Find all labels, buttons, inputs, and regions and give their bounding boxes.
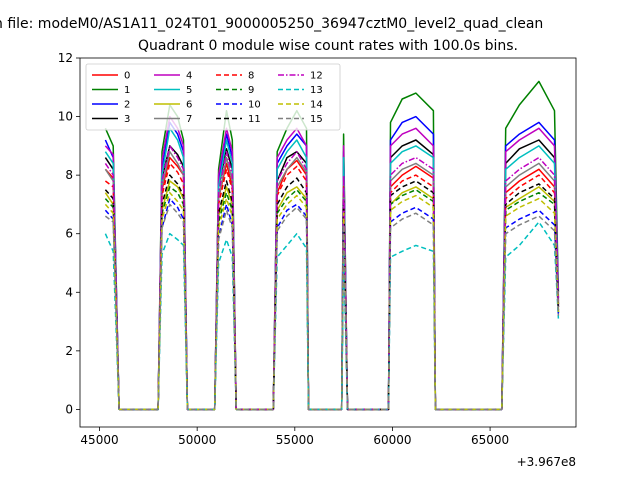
- y-tick-label: 8: [65, 168, 73, 182]
- legend-label-4: 4: [186, 71, 192, 82]
- legend-label-13: 13: [310, 85, 323, 96]
- y-tick-label: 4: [65, 285, 73, 299]
- legend-label-9: 9: [248, 85, 254, 96]
- y-tick-label: 0: [65, 402, 73, 416]
- series-line-8: [104, 162, 560, 411]
- legend-label-7: 7: [186, 114, 192, 125]
- axes-frame: [79, 57, 577, 428]
- legend-label-2: 2: [124, 100, 130, 111]
- legend-label-12: 12: [310, 71, 323, 82]
- y-tick-label: 2: [65, 344, 73, 358]
- x-tick-label: 55000: [276, 433, 314, 447]
- x-tick-label: 60000: [373, 433, 411, 447]
- y-tick-label: 12: [58, 51, 73, 65]
- legend-label-5: 5: [186, 85, 192, 96]
- legend-label-10: 10: [248, 100, 261, 111]
- legend-label-1: 1: [124, 85, 130, 96]
- x-tick-label: 50000: [178, 433, 216, 447]
- legend-box: [85, 63, 341, 131]
- legend-label-6: 6: [186, 100, 192, 111]
- legend-label-0: 0: [124, 71, 130, 82]
- y-tick-label: 10: [58, 110, 73, 124]
- chart-title: Quadrant 0 module wise count rates with …: [138, 38, 518, 54]
- legend-label-15: 15: [310, 114, 323, 125]
- figure-suptitle: n file: modeM0/AS1A11_024T01_9000005250_…: [0, 16, 543, 32]
- legend-label-3: 3: [124, 114, 130, 125]
- x-tick-label: 65000: [471, 433, 509, 447]
- plot-area: 45000 50000 55000 60000 65000024681012012345…: [58, 51, 577, 447]
- y-tick-label: 6: [65, 227, 73, 241]
- legend-label-8: 8: [248, 71, 254, 82]
- legend-label-14: 14: [310, 100, 323, 111]
- x-tick-label: 45000: [80, 433, 118, 447]
- legend-label-11: 11: [248, 114, 261, 125]
- series-line-15: [104, 203, 560, 411]
- x-axis-offset-label: +3.967e8: [517, 455, 576, 469]
